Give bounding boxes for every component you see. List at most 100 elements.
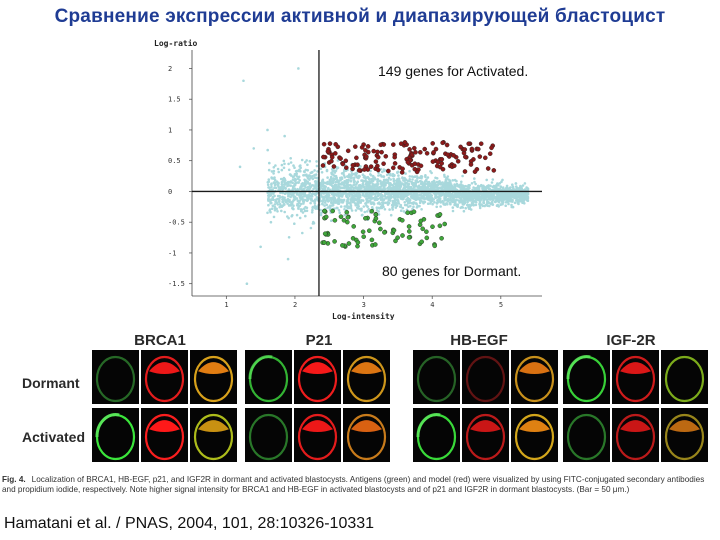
data-point bbox=[476, 197, 479, 200]
data-point bbox=[332, 177, 336, 180]
activated-gene-point bbox=[390, 165, 396, 171]
dormant-gene-point bbox=[341, 217, 347, 223]
data-point bbox=[371, 182, 374, 185]
data-point bbox=[484, 203, 488, 207]
data-point bbox=[410, 175, 414, 178]
data-point bbox=[383, 208, 387, 211]
data-point bbox=[331, 173, 335, 176]
ma-axes bbox=[191, 50, 542, 297]
data-point bbox=[356, 188, 360, 192]
data-point bbox=[311, 177, 315, 181]
data-point bbox=[431, 202, 434, 206]
data-point bbox=[338, 198, 341, 202]
data-point bbox=[283, 203, 286, 206]
data-point bbox=[399, 203, 403, 207]
dormant-gene-point bbox=[418, 218, 424, 224]
data-point bbox=[501, 178, 504, 182]
data-point bbox=[370, 197, 373, 201]
data-point bbox=[439, 201, 443, 204]
data-point bbox=[396, 198, 399, 201]
data-point bbox=[287, 180, 291, 184]
activated-gene-point bbox=[352, 144, 358, 149]
data-point bbox=[345, 181, 349, 184]
caption-text: Localization of BRCA1, HB-EGF, p21, and … bbox=[2, 475, 705, 494]
data-point bbox=[290, 214, 293, 218]
data-point bbox=[437, 197, 441, 201]
data-point bbox=[480, 192, 483, 196]
data-point bbox=[401, 197, 404, 201]
data-point bbox=[328, 182, 332, 186]
data-point bbox=[384, 192, 387, 196]
micrograph-panel bbox=[141, 350, 188, 404]
data-point bbox=[292, 191, 295, 195]
data-point bbox=[412, 186, 416, 189]
data-point bbox=[479, 184, 483, 188]
data-point bbox=[269, 191, 273, 195]
data-point bbox=[341, 201, 345, 204]
data-point bbox=[283, 181, 286, 184]
data-point bbox=[405, 203, 408, 207]
micrograph-panel bbox=[563, 350, 610, 404]
data-point bbox=[387, 172, 390, 176]
data-point bbox=[506, 198, 510, 201]
activated-gene-point bbox=[354, 155, 359, 161]
data-point bbox=[444, 186, 448, 189]
data-point bbox=[509, 186, 512, 189]
data-point bbox=[330, 219, 333, 222]
data-point bbox=[346, 192, 349, 196]
data-point bbox=[448, 201, 452, 205]
data-point bbox=[305, 159, 308, 162]
data-point bbox=[287, 162, 290, 166]
data-point bbox=[469, 208, 473, 211]
data-point bbox=[401, 176, 404, 179]
data-point bbox=[461, 191, 465, 195]
data-point bbox=[504, 194, 507, 197]
data-point bbox=[300, 158, 304, 162]
activated-gene-point bbox=[379, 149, 384, 155]
data-point bbox=[379, 205, 383, 208]
data-point bbox=[336, 178, 339, 182]
data-point bbox=[498, 182, 502, 185]
data-point bbox=[446, 175, 450, 178]
data-point bbox=[461, 202, 465, 205]
data-point bbox=[296, 199, 300, 202]
data-point bbox=[394, 186, 398, 189]
data-point bbox=[417, 185, 420, 188]
caption-label: Fig. 4. bbox=[2, 475, 26, 484]
data-point bbox=[429, 185, 432, 188]
data-point bbox=[306, 185, 310, 189]
data-point bbox=[321, 195, 324, 199]
activated-gene-point bbox=[359, 145, 365, 150]
data-point bbox=[360, 199, 363, 202]
data-point bbox=[451, 209, 455, 213]
activated-annotation: 149 genes for Activated. bbox=[378, 63, 528, 79]
data-point bbox=[382, 185, 386, 189]
data-point bbox=[462, 209, 466, 213]
data-point bbox=[345, 205, 348, 208]
data-point bbox=[446, 200, 450, 203]
data-point bbox=[280, 168, 284, 172]
activated-gene-point bbox=[405, 159, 411, 165]
data-point bbox=[349, 179, 353, 183]
data-point bbox=[521, 184, 525, 187]
data-point bbox=[266, 128, 269, 132]
data-point bbox=[329, 175, 333, 179]
data-point bbox=[433, 188, 437, 191]
data-point bbox=[382, 201, 385, 205]
data-point bbox=[284, 192, 287, 195]
data-point bbox=[321, 178, 325, 182]
data-point bbox=[297, 67, 300, 70]
data-point bbox=[504, 204, 508, 207]
data-point bbox=[298, 199, 302, 202]
dormant-gene-point bbox=[321, 240, 327, 245]
data-point bbox=[319, 167, 323, 171]
data-point bbox=[433, 181, 437, 185]
data-point bbox=[313, 201, 317, 205]
data-point bbox=[496, 203, 499, 207]
data-point bbox=[270, 170, 274, 173]
dormant-gene-point bbox=[406, 235, 412, 240]
data-point bbox=[411, 194, 414, 198]
dormant-gene-point bbox=[332, 239, 337, 244]
data-point bbox=[297, 201, 301, 205]
data-point bbox=[412, 205, 415, 208]
